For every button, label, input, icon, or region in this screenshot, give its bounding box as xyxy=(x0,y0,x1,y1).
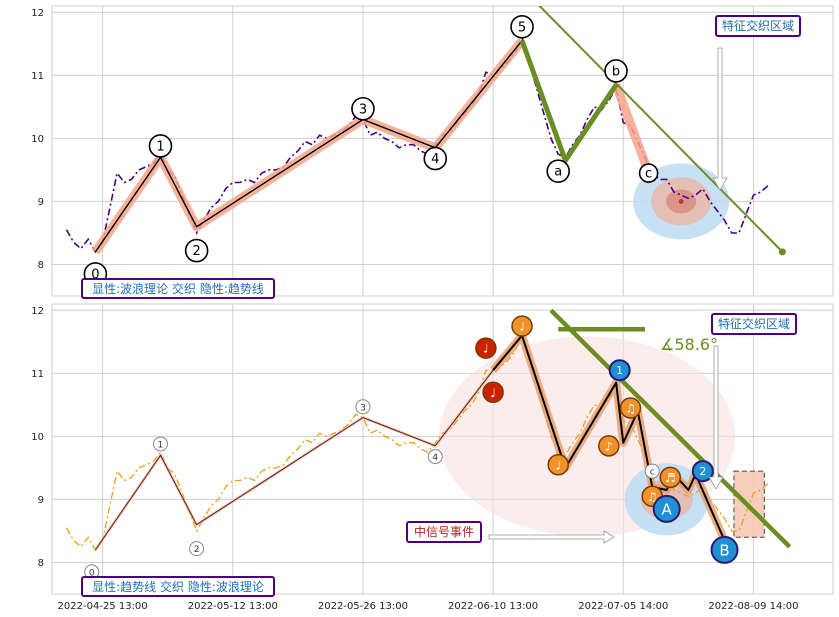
note-marker-symbol: ♩ xyxy=(483,342,489,356)
wave-label-circle xyxy=(427,449,443,465)
note-marker-symbol: ♫ xyxy=(625,402,636,416)
note-marker-symbol: ♬ xyxy=(665,471,676,485)
blue-marker xyxy=(652,494,681,523)
signal-arrow xyxy=(488,530,615,544)
signal-label-box xyxy=(406,521,482,543)
wave-label-circle xyxy=(351,96,375,121)
y-tick-label: 9 xyxy=(38,197,44,208)
blue-marker xyxy=(608,359,631,382)
angle-label: ∡58.6° xyxy=(660,335,718,354)
zone-arrow xyxy=(708,345,724,490)
wave-label-4: 4 xyxy=(432,453,438,463)
note-marker-symbol: ♪ xyxy=(605,439,613,453)
wave-label-circle xyxy=(423,146,448,171)
y-tick-label: 10 xyxy=(31,134,44,145)
zone-label-box xyxy=(715,15,801,37)
x-tick-label: 2022-06-10 13:00 xyxy=(448,601,538,612)
abc-green-path xyxy=(519,39,619,163)
blue-marker-A: A xyxy=(662,500,673,518)
bottom-label-box xyxy=(81,278,275,299)
y-tick-label: 12 xyxy=(31,306,44,317)
x-tick-label: 2022-08-09 14:00 xyxy=(708,601,798,612)
blue-marker-2: 2 xyxy=(699,465,706,478)
bottom-panel: 89101112∡58.6°01234c♩♩♩♩♪♫♫♬12AB特征交织区域中信… xyxy=(31,303,834,597)
wave-line xyxy=(94,40,523,253)
wave-label-circle xyxy=(148,134,173,158)
x-tick-label: 2022-05-26 13:00 xyxy=(318,601,408,612)
y-tick-label: 12 xyxy=(31,8,44,19)
x-tick-label: 2022-04-25 13:00 xyxy=(58,601,148,612)
zone-center-dot xyxy=(678,198,684,204)
note-marker xyxy=(619,397,642,419)
note-marker xyxy=(482,381,504,404)
wave-label-circle xyxy=(355,399,371,415)
y-tick-label: 9 xyxy=(38,495,44,506)
wave-label-circle xyxy=(604,59,628,83)
wave-label-b: b xyxy=(612,64,620,79)
wave-label-2: 2 xyxy=(192,244,200,259)
wave-label-circle xyxy=(644,463,660,479)
wave-label-5: 5 xyxy=(518,20,526,35)
x-tick-label: 2022-07-05 14:00 xyxy=(578,601,668,612)
wave-label-circle xyxy=(510,15,534,39)
y-tick-label: 8 xyxy=(38,558,44,569)
blue-marker-B: B xyxy=(719,541,729,559)
note-marker-symbol: ♩ xyxy=(490,386,496,400)
wave-label-circle xyxy=(189,541,205,557)
wave-line xyxy=(94,369,494,551)
plot-frame xyxy=(51,5,834,297)
wave-label-circle xyxy=(152,436,168,452)
y-tick-label: 11 xyxy=(31,71,44,82)
bottom-label: 显性:波浪理论 交织 隐性:趋势线 xyxy=(92,281,264,296)
note-marker xyxy=(547,454,569,476)
trend-line xyxy=(549,308,792,549)
wave-label-3: 3 xyxy=(359,102,367,117)
wave-label-c: c xyxy=(650,468,655,478)
note-marker xyxy=(598,435,620,457)
blue-marker xyxy=(691,460,714,483)
signal-label: 中信号事件 xyxy=(414,524,474,539)
plot-area xyxy=(65,6,786,256)
zone-label: 特征交织区域 xyxy=(722,18,794,33)
y-tick-label: 10 xyxy=(31,432,44,443)
blue-marker-1: 1 xyxy=(616,364,623,377)
wave-label-0: 0 xyxy=(89,568,95,578)
note-marker-symbol: ♩ xyxy=(555,458,561,472)
wave-label-1: 1 xyxy=(156,139,164,154)
wave-label-4: 4 xyxy=(431,152,439,167)
wave-label-circle xyxy=(184,238,209,263)
wave-label-circle xyxy=(546,159,571,183)
zone-arrow xyxy=(712,47,728,191)
signal-path xyxy=(492,334,726,541)
wave-label-1: 1 xyxy=(158,440,164,450)
blue-marker xyxy=(710,535,739,564)
bottom-label-box xyxy=(81,576,275,597)
y-tick-label: 11 xyxy=(31,369,44,380)
wave-label-0: 0 xyxy=(91,267,99,282)
note-marker xyxy=(511,315,533,337)
y-tick-label: 8 xyxy=(38,260,44,271)
zone-label: 特征交织区域 xyxy=(718,316,790,331)
x-tick-label: 2022-05-12 13:00 xyxy=(188,601,278,612)
note-marker-symbol: ♫ xyxy=(647,490,658,504)
trend-line-end xyxy=(778,248,786,256)
note-marker xyxy=(659,466,682,489)
plot-frame xyxy=(51,303,834,595)
wave-label-3: 3 xyxy=(360,403,366,413)
wave-label-circle xyxy=(638,163,659,183)
trend-line xyxy=(538,6,784,253)
wave-label-2: 2 xyxy=(194,545,200,555)
wave-label-a: a xyxy=(554,165,562,180)
wave-label-c: c xyxy=(645,167,652,182)
zone-label-box xyxy=(711,313,797,335)
note-marker xyxy=(475,337,497,359)
bottom-label: 显性:趋势线 交织 隐性:波浪理论 xyxy=(92,579,264,594)
note-marker-symbol: ♩ xyxy=(519,320,525,334)
x-axis: 2022-04-25 13:00 2022-05-12 13:00 2022-05-… xyxy=(58,601,799,612)
